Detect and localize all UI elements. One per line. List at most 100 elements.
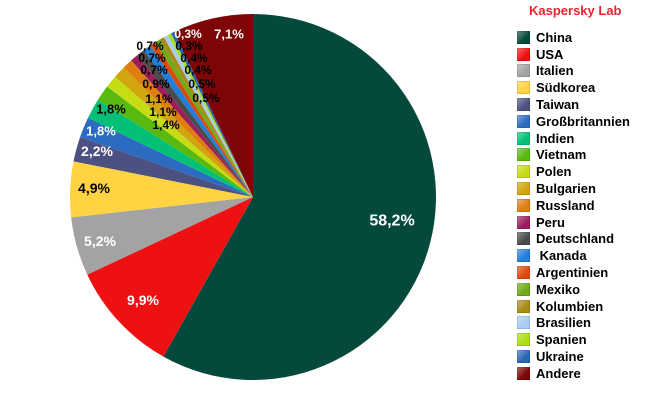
legend-label: Bulgarien: [536, 181, 596, 197]
pie-slice-spanien: [167, 33, 253, 198]
slice-percent-label-kolumbien: 0,4%: [184, 63, 212, 77]
slice-percent-label-deutschland: 0,7%: [138, 51, 166, 65]
legend-label: Argentinien: [536, 265, 609, 281]
legend-swatch: [517, 98, 530, 112]
legend-item-argentinien: Argentinien: [517, 264, 630, 281]
legend-swatch: [517, 131, 530, 145]
slice-percent-label-südkorea: 4,9%: [78, 180, 110, 196]
slice-percent-label-brasilien: 0,4%: [180, 51, 208, 65]
legend-label: Vietnam: [536, 147, 587, 163]
pie-slice-ukraine: [171, 31, 253, 197]
slice-percent-label-andere: 7,1%: [214, 27, 244, 42]
legend-item-großbritannien: Großbritannien: [517, 113, 630, 130]
pie-slice-russland: [123, 60, 254, 197]
slice-percent-label-bulgarien: 1,1%: [145, 92, 173, 106]
legend: China USA Italien Südkorea Taiwan Großbritann…: [517, 29, 630, 382]
legend-label: Kanada: [536, 248, 587, 264]
legend-swatch: [517, 64, 530, 78]
legend-label: Kolumbien: [536, 298, 604, 314]
pie-slice-china: [163, 14, 436, 381]
pie-slice-usa: [87, 197, 254, 357]
slice-percent-label-mexiko: 0,5%: [188, 77, 216, 91]
slice-percent-label-großbritannien: 1,8%: [86, 124, 116, 139]
legend-item-russland: Russland: [517, 197, 630, 214]
legend-item-ukraine: Ukraine: [517, 348, 630, 365]
legend-swatch: [517, 47, 530, 61]
legend-label: Großbritannien: [536, 113, 630, 129]
legend-label: Andere: [536, 365, 581, 381]
legend-swatch: [517, 350, 530, 364]
pie-slice-indien: [87, 99, 253, 197]
legend-label: Deutschland: [536, 231, 615, 247]
legend-item-kanada: Kanada: [517, 247, 630, 264]
slice-percent-label-peru: 0,7%: [140, 63, 168, 77]
legend-title: Kaspersky Lab: [529, 3, 622, 18]
slice-percent-label-ukraine: 0,3%: [174, 27, 202, 41]
legend-swatch: [517, 282, 530, 296]
pie-slice-kanada: [143, 45, 253, 197]
pie-slice-taiwan: [73, 136, 253, 197]
legend-swatch: [517, 215, 530, 229]
legend-swatch: [517, 316, 530, 330]
slice-percent-label-italien: 5,2%: [84, 233, 116, 249]
legend-swatch: [517, 299, 530, 313]
legend-swatch: [517, 182, 530, 196]
slice-percent-label-vietnam: 1,4%: [152, 118, 180, 132]
slice-percent-label-polen: 1,1%: [149, 105, 177, 119]
legend-swatch: [517, 198, 530, 212]
slice-percent-label-spanien: 0,3%: [175, 39, 203, 53]
pie-slice-kolumbien: [159, 37, 253, 197]
pie-slice-brasilien: [163, 34, 253, 197]
legend-swatch: [517, 249, 530, 263]
slice-percent-label-argentinien: 0,5%: [192, 91, 220, 105]
pie-slice-mexiko: [155, 39, 253, 198]
legend-item-kolumbien: Kolumbien: [517, 298, 630, 315]
legend-label: Spanien: [536, 332, 587, 348]
legend-item-deutschland: Deutschland: [517, 231, 630, 248]
legend-label: Brasilien: [536, 315, 591, 331]
legend-label: Italien: [536, 63, 574, 79]
legend-swatch: [517, 81, 530, 95]
pie-slice-vietnam: [97, 86, 253, 197]
legend-swatch: [517, 165, 530, 179]
slice-percent-label-indien: 1,8%: [96, 102, 126, 117]
slice-percent-label-taiwan: 2,2%: [81, 143, 113, 159]
legend-item-indien: Indien: [517, 130, 630, 147]
legend-item-taiwan: Taiwan: [517, 96, 630, 113]
legend-label: China: [536, 29, 573, 45]
legend-label: USA: [536, 46, 564, 62]
pie-slice-polen: [107, 76, 253, 197]
slice-percent-label-kanada: 0,7%: [136, 39, 164, 53]
legend-item-peru: Peru: [517, 214, 630, 231]
pie-slice-deutschland: [137, 50, 253, 197]
legend-item-polen: Polen: [517, 163, 630, 180]
legend-item-vietnam: Vietnam: [517, 147, 630, 164]
legend-item-italien: Italien: [517, 63, 630, 80]
slice-percent-label-russland: 0,9%: [142, 77, 170, 91]
legend-label: Peru: [536, 214, 565, 230]
legend-swatch: [517, 266, 530, 280]
legend-item-südkorea: Südkorea: [517, 79, 630, 96]
legend-label: Mexiko: [536, 281, 581, 297]
slice-percent-label-china: 58,2%: [369, 213, 414, 230]
legend-swatch: [517, 366, 530, 380]
legend-label: Russland: [536, 197, 595, 213]
legend-item-andere: Andere: [517, 365, 630, 382]
slice-percent-label-usa: 9,9%: [127, 292, 159, 308]
legend-label: Polen: [536, 164, 572, 180]
legend-label: Indien: [536, 130, 575, 146]
pie-slice-argentinien: [150, 42, 253, 198]
pie-slice-großbritannien: [80, 117, 253, 197]
legend-item-china: China: [517, 29, 630, 46]
pie-slice-andere: [174, 14, 253, 197]
legend-label: Taiwan: [536, 97, 580, 113]
legend-swatch: [517, 114, 530, 128]
legend-item-brasilien: Brasilien: [517, 315, 630, 332]
pie-slice-italien: [71, 197, 253, 275]
legend-label: Südkorea: [536, 80, 596, 96]
legend-label: Ukraine: [536, 349, 584, 365]
legend-item-bulgarien: Bulgarien: [517, 180, 630, 197]
legend-swatch: [517, 30, 530, 44]
pie-slice-peru: [131, 55, 253, 198]
